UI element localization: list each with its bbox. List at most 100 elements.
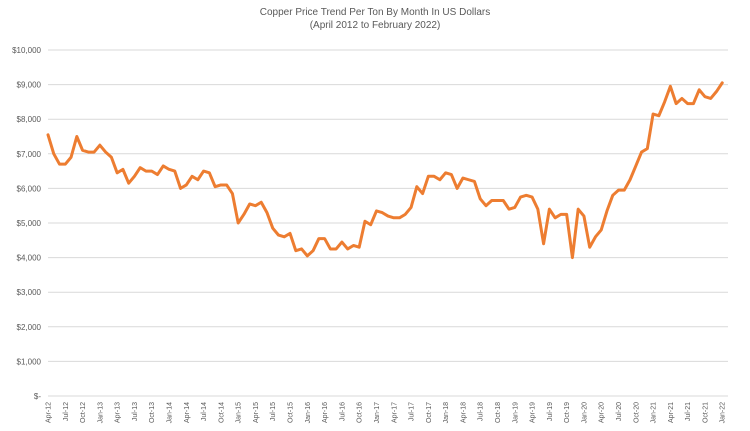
x-tick-label: Oct-18 — [495, 402, 502, 423]
x-tick-label: Apr-15 — [253, 402, 260, 423]
data-point — [58, 163, 61, 165]
x-tick-label: Oct-20 — [633, 402, 640, 423]
y-tick-label: $- — [34, 392, 41, 401]
x-axis-tick-labels: Apr-12 Jul-12 Oct-12 Jan-13 Apr-13 Jul-13 Oct-… — [46, 402, 727, 424]
x-tick-label: Jul-16 — [339, 402, 346, 421]
data-point — [185, 184, 187, 186]
data-point — [168, 168, 170, 170]
x-tick-label: Oct-12 — [80, 402, 87, 423]
data-point — [231, 192, 234, 195]
data-point — [347, 248, 349, 250]
x-tick-label: Jul-19 — [547, 402, 554, 421]
x-tick-label: Jul-21 — [685, 402, 692, 421]
x-tick-label: Jul-17 — [409, 402, 416, 421]
data-point — [485, 205, 487, 207]
data-point — [594, 236, 597, 238]
data-point — [156, 173, 159, 176]
data-point — [468, 179, 470, 181]
data-point — [300, 248, 303, 250]
data-point — [76, 135, 78, 138]
data-point — [514, 206, 516, 209]
x-tick-label: Apr-12 — [46, 402, 53, 423]
data-point — [139, 167, 141, 169]
data-point — [537, 208, 539, 210]
data-point — [53, 153, 55, 155]
x-tick-label: Oct-21 — [702, 402, 709, 423]
data-point — [531, 196, 533, 198]
data-point — [162, 165, 164, 167]
x-tick-label: Oct-19 — [564, 402, 571, 423]
data-point — [254, 205, 257, 207]
data-point — [364, 220, 366, 222]
x-tick-label: Oct-16 — [357, 402, 364, 423]
data-point — [519, 196, 522, 198]
data-point — [145, 170, 147, 172]
x-tick-label: Oct-15 — [288, 402, 295, 423]
data-point — [93, 151, 95, 153]
data-point — [306, 255, 308, 257]
data-point — [646, 148, 648, 150]
data-point — [387, 215, 389, 217]
data-point — [577, 208, 579, 210]
x-tick-label: Jan-20 — [581, 402, 588, 424]
chart-title: Copper Price Trend Per Ton By Month In U… — [259, 7, 491, 18]
data-point — [525, 194, 527, 196]
data-point — [398, 217, 401, 219]
x-tick-label: Jan-15 — [236, 402, 243, 424]
data-point — [548, 208, 550, 210]
y-axis-tick-labels: $- $1,000 $2,000 $3,000 $4,000 $5,000 $6,000 $7… — [12, 46, 41, 401]
data-point — [617, 189, 620, 191]
data-point — [456, 187, 458, 189]
data-point — [87, 151, 89, 153]
x-tick-label: Jan-13 — [97, 402, 104, 424]
data-point — [151, 170, 153, 172]
x-tick-label: Jul-13 — [132, 402, 139, 421]
y-tick-label: $4,000 — [17, 254, 42, 263]
x-tick-label: Jan-14 — [167, 402, 174, 424]
chart-title-block: Copper Price Trend Per Ton By Month In U… — [0, 6, 750, 32]
y-tick-label: $10,000 — [12, 46, 41, 55]
data-point — [508, 208, 510, 210]
data-point — [329, 248, 331, 250]
data-point — [473, 180, 476, 183]
y-tick-label: $6,000 — [17, 184, 42, 193]
data-point — [404, 213, 406, 215]
data-point — [370, 224, 372, 226]
x-tick-label: Apr-18 — [460, 402, 467, 423]
data-point — [220, 184, 222, 186]
data-point — [445, 172, 447, 174]
data-point — [675, 103, 677, 105]
data-point — [358, 246, 360, 248]
y-tick-label: $5,000 — [17, 219, 42, 228]
x-tick-label: Oct-17 — [426, 402, 433, 423]
data-point — [583, 215, 585, 217]
y-tick-label: $7,000 — [17, 150, 42, 159]
data-point — [606, 210, 608, 212]
data-point — [283, 236, 285, 238]
data-point — [433, 175, 435, 177]
chart-subtitle: (April 2012 to February 2022) — [309, 20, 441, 31]
data-point — [128, 182, 130, 184]
data-point — [681, 97, 683, 100]
data-point — [721, 82, 723, 84]
data-point — [191, 175, 193, 177]
data-point — [479, 198, 481, 200]
data-point — [324, 237, 326, 240]
data-point — [289, 232, 291, 234]
x-tick-label: Jan-22 — [720, 402, 727, 424]
data-point — [566, 213, 568, 215]
x-tick-label: Apr-19 — [530, 402, 537, 423]
x-tick-label: Jul-12 — [63, 402, 70, 421]
data-point — [105, 151, 107, 153]
x-tick-label: Oct-13 — [149, 402, 156, 423]
data-point — [375, 210, 378, 212]
data-point — [687, 103, 689, 105]
data-point — [237, 222, 239, 224]
x-tick-label: Apr-16 — [322, 402, 329, 423]
data-point — [174, 170, 176, 172]
data-point — [110, 156, 112, 158]
data-point — [70, 156, 72, 158]
y-tick-label: $3,000 — [17, 288, 42, 297]
x-tick-label: Jul-14 — [201, 402, 208, 421]
